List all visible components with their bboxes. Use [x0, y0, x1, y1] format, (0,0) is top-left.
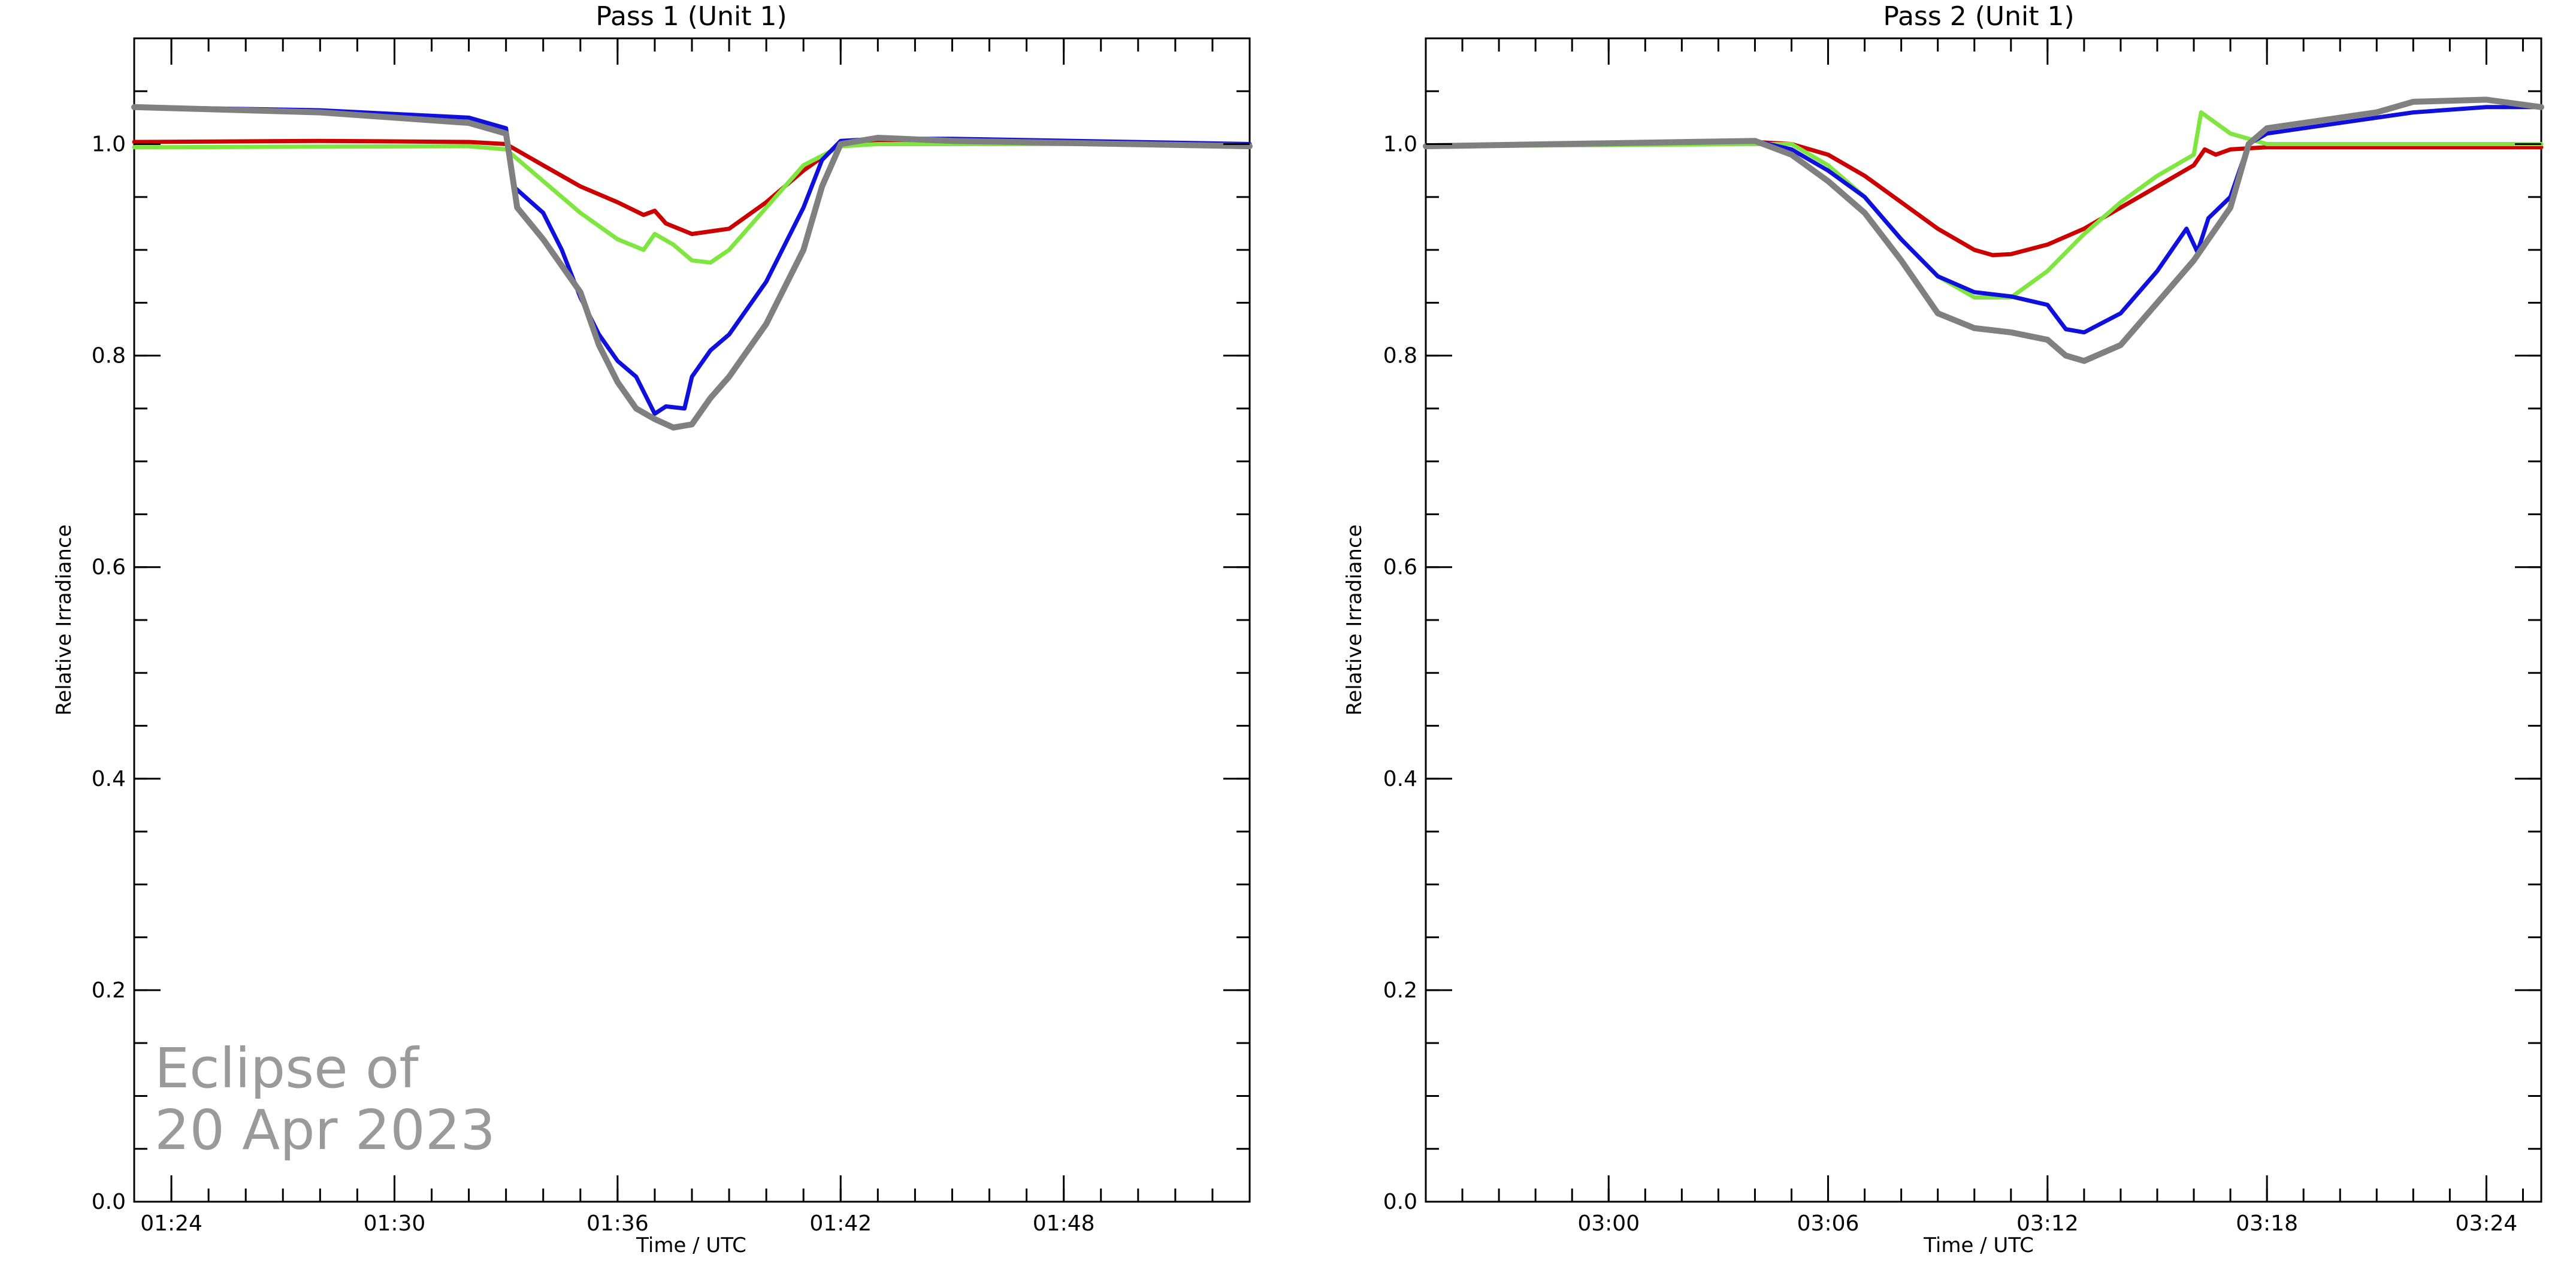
x-axis-ticks: 03:00 03:06 03:12 03:18 03:24 — [1425, 38, 2524, 1236]
y-tick-label: 1.0 — [1383, 132, 1417, 157]
x-axis-label: Time / UTC — [636, 1233, 746, 1257]
y-tick-label: 0.6 — [1383, 555, 1417, 580]
y-axis-label: Relative Irradiance — [1343, 524, 1366, 715]
x-tick-label: 01:30 — [364, 1211, 426, 1236]
x-tick-label: 01:36 — [586, 1211, 649, 1236]
x-tick-label: 01:48 — [1033, 1211, 1095, 1236]
y-tick-label: 0.8 — [92, 344, 126, 368]
x-tick-label: 03:00 — [1577, 1211, 1640, 1236]
y-axis-ticks: 0.0 0.2 0.4 0.6 0.8 1.0 — [92, 37, 1250, 1214]
y-tick-label: 1.0 — [92, 132, 126, 157]
y-tick-label: 0.0 — [1383, 1190, 1417, 1214]
x-tick-label: 03:12 — [2016, 1211, 2079, 1236]
chart-panel-pass-2: Pass 2 (Unit 1) 03:00 03:06 03:12 03:18 03:2… — [1343, 1, 2544, 1257]
x-axis-label: Time / UTC — [1923, 1233, 2034, 1257]
x-tick-label: 03:06 — [1797, 1211, 1860, 1236]
x-axis-ticks: 01:24 01:30 01:36 01:42 01:48 — [133, 38, 1251, 1236]
y-axis-label: Relative Irradiance — [52, 524, 76, 715]
series-line-2 — [1423, 110, 2544, 300]
y-tick-label: 0.0 — [92, 1190, 126, 1214]
y-tick-label: 0.6 — [92, 555, 126, 580]
series-line-4 — [131, 104, 1253, 431]
y-axis-ticks: 0.0 0.2 0.4 0.6 0.8 1.0 — [1383, 37, 2541, 1214]
y-tick-label: 0.4 — [92, 767, 126, 791]
chart-title: Pass 2 (Unit 1) — [1883, 1, 2074, 32]
plot-frame — [1425, 37, 2542, 1203]
series-layer — [1423, 96, 2544, 364]
chart-title: Pass 1 (Unit 1) — [595, 1, 787, 32]
annotation-line-1: Eclipse of — [155, 1036, 420, 1100]
y-tick-label: 0.2 — [92, 978, 126, 1003]
series-line-1 — [1423, 140, 2544, 258]
annotation-line-2: 20 Apr 2023 — [155, 1098, 495, 1162]
y-tick-label: 0.4 — [1383, 767, 1417, 791]
chart-panel-pass-1: Pass 1 (Unit 1) 01:24 01:30 01:36 01:42 01:4… — [52, 1, 1253, 1257]
series-line-1 — [132, 138, 1252, 237]
x-tick-label: 03:24 — [2456, 1211, 2518, 1236]
x-tick-label: 03:18 — [2236, 1211, 2298, 1236]
y-tick-label: 0.8 — [1383, 344, 1417, 368]
series-layer — [131, 104, 1253, 431]
series-line-4 — [1423, 96, 2544, 364]
y-tick-label: 0.2 — [1383, 978, 1417, 1003]
x-tick-label: 01:24 — [140, 1211, 202, 1236]
series-line-2 — [132, 142, 1252, 265]
series-line-3 — [1423, 105, 2544, 335]
x-tick-label: 01:42 — [809, 1211, 872, 1236]
plot-frame — [133, 37, 1251, 1203]
